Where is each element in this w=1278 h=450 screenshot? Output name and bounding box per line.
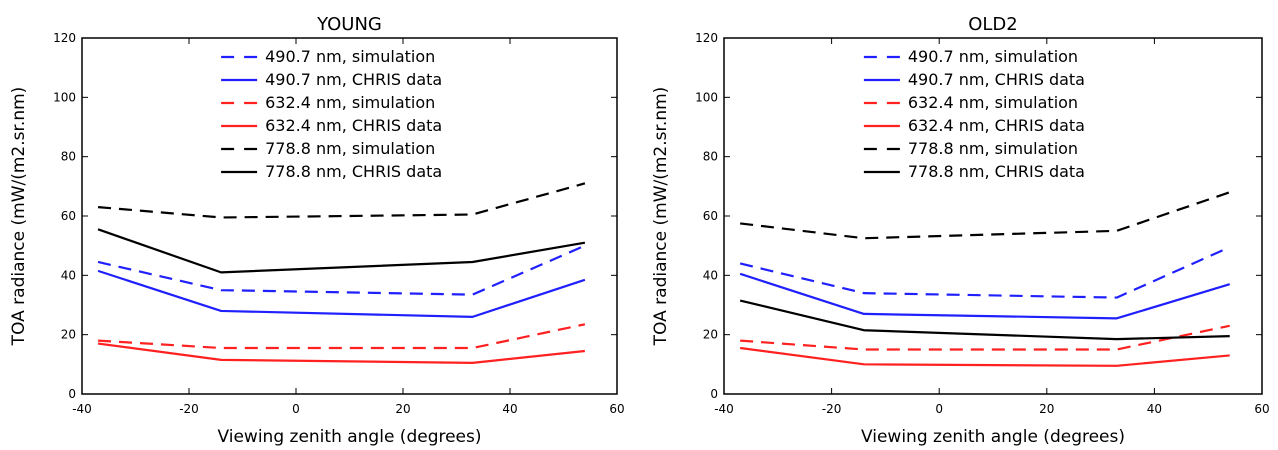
legend-label-2: 490.7 nm, CHRIS data (265, 70, 442, 89)
y-tick-label: 100 (695, 90, 718, 104)
legend-label-3: 632.4 nm, simulation (265, 93, 435, 112)
series-line-1 (739, 246, 1231, 299)
legend-label-5: 778.8 nm, simulation (908, 139, 1078, 158)
y-tick-label: 80 (61, 150, 76, 164)
y-tick-label: 0 (68, 387, 76, 401)
legend-label-6: 778.8 nm, CHRIS data (265, 162, 442, 181)
x-tick-label: 0 (935, 402, 943, 416)
x-tick-label: 0 (292, 402, 300, 416)
plot-frame (723, 37, 1263, 395)
legend-label-3: 632.4 nm, simulation (908, 93, 1078, 112)
y-tick-label: 40 (61, 268, 76, 282)
x-tick-label: 20 (395, 402, 410, 416)
series-line-6 (739, 299, 1230, 341)
x-axis-label: Viewing zenith angle (degrees) (861, 427, 1125, 447)
legend: 490.7 nm, simulation 490.7 nm, CHRIS data… (863, 47, 1085, 181)
x-axis-label: Viewing zenith angle (degrees) (217, 427, 481, 447)
y-tick-label: 40 (703, 268, 718, 282)
series-line-6 (97, 228, 586, 274)
chart-young: YOUNG -40 -20 0 20 40 60 0 20 40 60 80 100 120 Viewing… (9, 14, 625, 447)
y-tick-label: 60 (703, 209, 718, 223)
series-line-5 (97, 182, 586, 219)
x-tick-label: -20 (179, 402, 199, 416)
y-tick-label: 20 (61, 328, 76, 342)
legend-label-4: 632.4 nm, CHRIS data (908, 116, 1085, 135)
x-tick-label: -40 (72, 402, 92, 416)
series-line-4 (739, 346, 1230, 367)
legend-label-5: 778.8 nm, simulation (265, 139, 435, 158)
series-line-1 (97, 244, 586, 296)
legend-label-1: 490.7 nm, simulation (908, 47, 1078, 66)
series-line-2 (739, 272, 1231, 320)
x-tick-label: -20 (822, 402, 842, 416)
series-line-3 (97, 323, 586, 350)
legend-label-1: 490.7 nm, simulation (265, 47, 435, 66)
series-line-2 (97, 269, 586, 318)
x-tick-label: 40 (502, 402, 517, 416)
series-line-4 (97, 342, 586, 364)
y-axis-label: TOA radiance (mW/(m2.sr.nm) (9, 87, 29, 347)
y-tick-label: 60 (61, 209, 76, 223)
x-tick-label: 20 (1039, 402, 1054, 416)
legend: 490.7 nm, simulation 490.7 nm, CHRIS data… (221, 47, 442, 181)
x-tick-label: 60 (1254, 402, 1269, 416)
legend-label-2: 490.7 nm, CHRIS data (908, 70, 1085, 89)
y-tick-label: 100 (53, 90, 76, 104)
legend-label-4: 632.4 nm, CHRIS data (265, 116, 442, 135)
y-tick-label: 120 (53, 31, 76, 45)
y-tick-label: 20 (703, 328, 718, 342)
x-tick-label: 40 (1147, 402, 1162, 416)
chart-title: OLD2 (968, 14, 1018, 35)
y-tick-label: 80 (703, 150, 718, 164)
legend-label-6: 778.8 nm, CHRIS data (908, 162, 1085, 181)
y-tick-label: 120 (695, 31, 718, 45)
y-tick-label: 0 (710, 387, 718, 401)
chart-old2: OLD2 -40 -20 0 20 40 60 0 20 40 60 80 100 120 Viewing … (651, 14, 1270, 447)
series-line-5 (740, 191, 1231, 240)
y-axis-label: TOA radiance (mW/(m2.sr.nm) (651, 87, 671, 347)
x-tick-label: -40 (714, 402, 734, 416)
x-tick-label: 60 (609, 402, 624, 416)
plot-frame (81, 37, 618, 395)
chart-title: YOUNG (316, 14, 382, 35)
